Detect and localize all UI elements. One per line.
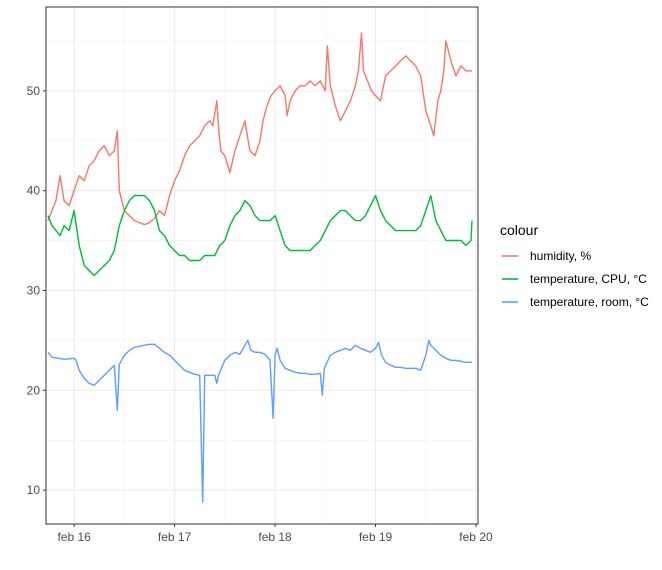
legend-label-2: temperature, room, °C	[530, 295, 649, 309]
legend: colour humidity, % temperature, CPU, °C te…	[500, 222, 649, 311]
y-tick-label: 30	[27, 283, 41, 297]
series-line-0	[47, 32, 472, 226]
legend-title: colour	[500, 222, 538, 238]
y-tick-label: 40	[27, 184, 41, 198]
series-line-1	[47, 194, 473, 277]
x-tick-label: feb 19	[359, 530, 393, 544]
y-tick-label: 50	[27, 84, 41, 98]
x-tick-label: feb 18	[258, 530, 292, 544]
x-tick-label: feb 17	[158, 530, 192, 544]
panel-background	[46, 7, 478, 524]
legend-label-0: humidity, %	[530, 249, 591, 263]
y-axis: 10 20 30 40 50	[27, 84, 46, 497]
series-line-2	[47, 339, 472, 503]
legend-label-1: temperature, CPU, °C	[530, 272, 647, 286]
y-tick-label: 10	[27, 483, 41, 497]
panel-border	[45, 6, 479, 525]
x-tick-label: feb 20	[459, 530, 493, 544]
x-tick-label: feb 16	[57, 530, 91, 544]
plot-panel	[45, 6, 479, 525]
x-axis: feb 16 feb 17 feb 18 feb 19 feb 20	[57, 524, 493, 544]
y-tick-label: 20	[27, 383, 41, 397]
